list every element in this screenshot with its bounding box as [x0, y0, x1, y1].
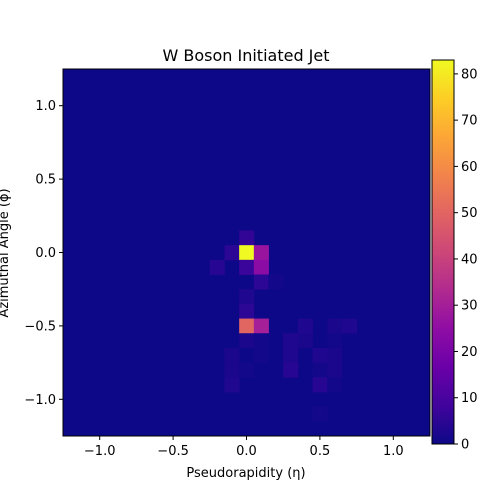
colorbar-frame	[431, 59, 455, 445]
heatmap-cell	[239, 259, 255, 275]
y-tick-label: 0.0	[35, 246, 56, 261]
colorbar-tick-label: 0	[461, 438, 469, 453]
colorbar-tick-label: 60	[461, 160, 478, 175]
colorbar: 0 10 20 30 40 50 60 70 80	[431, 59, 478, 453]
heatmap-cell	[239, 333, 255, 349]
heatmap-cell	[283, 347, 299, 363]
x-tick-label: −1.0	[84, 444, 116, 459]
colorbar-tick-label: 10	[461, 391, 478, 406]
heatmap-cell	[253, 333, 269, 349]
heatmap-cell	[327, 347, 343, 363]
heatmap-cell	[341, 318, 357, 334]
y-axis-label: Azimuthal Angle (ϕ)	[0, 188, 12, 317]
heatmap-cell	[239, 303, 255, 319]
heatmap-cell	[312, 347, 328, 363]
chart-title: W Boson Initiated Jet	[162, 46, 329, 65]
heatmap-cell	[297, 318, 313, 334]
heatmap-cell	[253, 347, 269, 363]
heatmap-cell	[327, 377, 343, 393]
heatmap-cell	[224, 362, 240, 378]
heatmap-cell	[283, 333, 299, 349]
heatmap-cells	[209, 230, 357, 422]
heatmap-cell	[224, 347, 240, 363]
x-tick-label: 0.5	[310, 444, 331, 459]
heatmap-cell	[327, 362, 343, 378]
colorbar-tick-label: 20	[461, 345, 478, 360]
heatmap-cell	[239, 289, 255, 305]
colorbar-tick-label: 30	[461, 299, 478, 314]
heatmap-cell	[239, 362, 255, 378]
heatmap-cell	[209, 259, 225, 275]
heatmap-cell	[253, 259, 269, 275]
heatmap-cell	[253, 245, 269, 261]
y-tick-label: −1.0	[24, 393, 56, 408]
y-tick-label: 0.5	[35, 173, 56, 188]
heatmap-cell	[253, 318, 269, 334]
heatmap-cell	[224, 377, 240, 393]
colorbar-tick-label: 40	[461, 252, 478, 267]
plot-area	[62, 68, 431, 437]
heatmap-cell	[312, 406, 328, 422]
x-tick-label: 0.0	[236, 444, 257, 459]
x-tick-label: 1.0	[383, 444, 404, 459]
heatmap-cell	[224, 245, 240, 261]
heatmap-cell	[239, 245, 255, 261]
y-tick-label: 1.0	[35, 99, 56, 114]
y-tick-label: −0.5	[24, 319, 56, 334]
heatmap-cell	[327, 318, 343, 334]
colorbar-tick-label: 80	[461, 67, 478, 82]
colorbar-ticks: 0 10 20 30 40 50 60 70 80	[454, 67, 478, 453]
heatmap-cell	[239, 318, 255, 334]
x-axis: −1.0 −0.5 0.0 0.5 1.0	[84, 436, 404, 459]
heatmap-cell	[283, 362, 299, 378]
heatmap-cell	[253, 274, 269, 290]
x-tick-label: −0.5	[157, 444, 189, 459]
colorbar-tick-label: 70	[461, 114, 478, 129]
heatmap-cell	[297, 333, 313, 349]
x-axis-label: Pseudorapidity (η)	[186, 466, 305, 481]
heatmap-cell	[327, 333, 343, 349]
y-axis: 1.0 0.5 0.0 −0.5 −1.0	[24, 99, 63, 408]
heatmap-cell	[239, 230, 255, 246]
colorbar-gradient	[432, 60, 454, 444]
heatmap-cell	[312, 377, 328, 393]
heatmap-cell	[312, 362, 328, 378]
heatmap-cell	[268, 274, 284, 290]
colorbar-tick-label: 50	[461, 206, 478, 221]
